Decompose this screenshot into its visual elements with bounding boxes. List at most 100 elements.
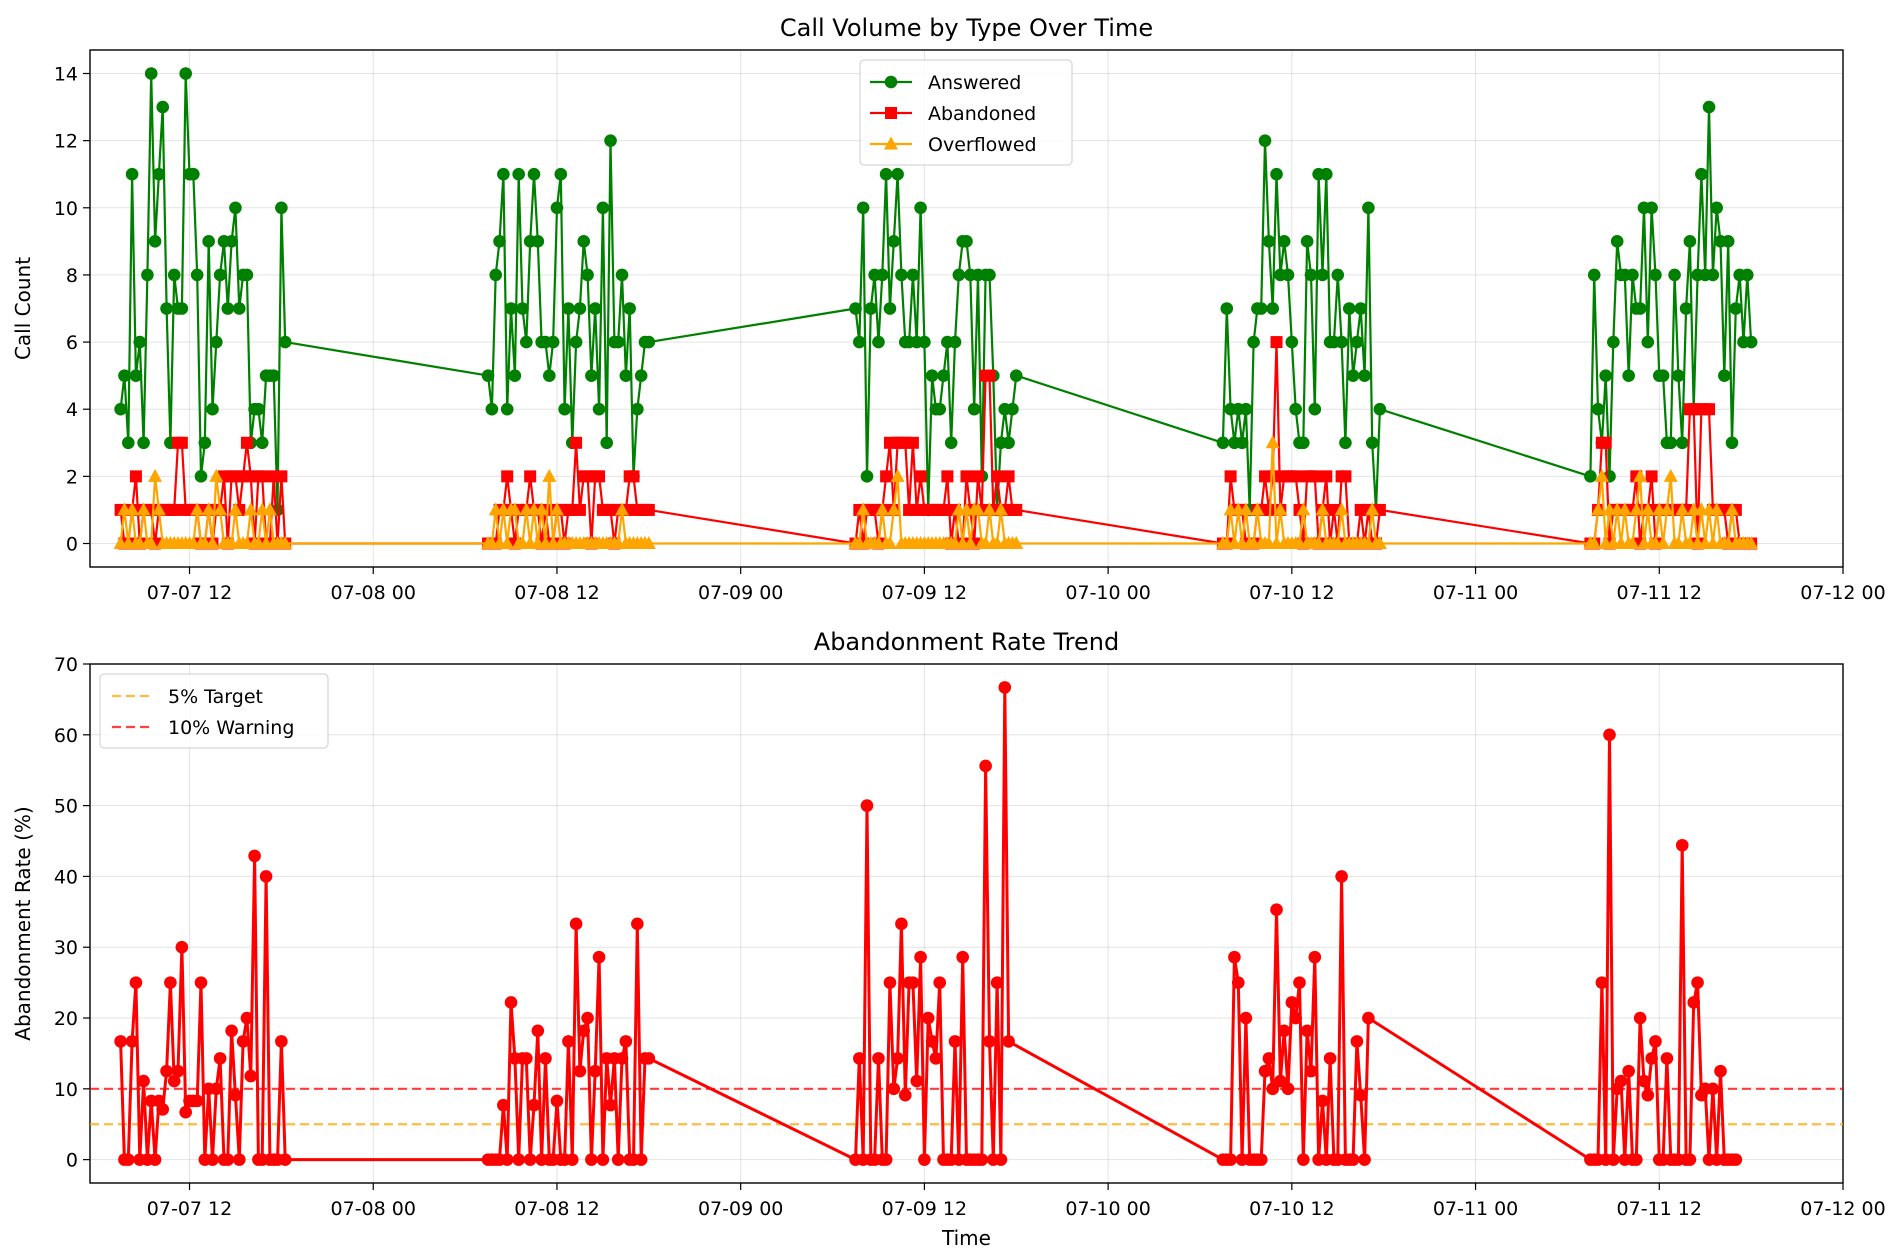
- data-point: [1630, 1153, 1643, 1166]
- data-point: [627, 470, 640, 483]
- x-tick-label: 07-11 00: [1433, 582, 1518, 604]
- data-point: [860, 470, 874, 483]
- data-point: [906, 436, 919, 449]
- data-point: [577, 1024, 591, 1038]
- data-point: [213, 1052, 227, 1065]
- data-point: [1587, 536, 1602, 549]
- data-point: [1595, 976, 1609, 989]
- data-point: [910, 1074, 924, 1088]
- legend-box: [99, 673, 329, 749]
- data-point: [1637, 1074, 1651, 1088]
- legend-marker: [884, 136, 898, 150]
- data-point: [1645, 201, 1658, 215]
- data-point: [1319, 167, 1333, 181]
- data-point: [1334, 502, 1349, 516]
- data-point: [232, 1153, 246, 1166]
- data-point: [523, 1153, 537, 1166]
- data-point: [1335, 870, 1348, 883]
- data-point: [1300, 235, 1314, 248]
- abandonment-rate-chart: 07-07 12 07-08 00 07-08 12 07-09 00 07-09 12…: [11, 628, 1886, 1250]
- x-tick-label: 07-08 12: [514, 1198, 599, 1220]
- data-point: [129, 470, 142, 483]
- data-point: [558, 402, 571, 416]
- legend-marker: [884, 75, 898, 89]
- data-point: [114, 1035, 127, 1048]
- data-point: [1663, 468, 1678, 482]
- data-point: [275, 201, 288, 215]
- x-tick-label: 07-11 00: [1433, 1198, 1518, 1220]
- data-point: [1289, 470, 1302, 483]
- data-point: [611, 1153, 625, 1166]
- x-tick-label: 07-07 12: [147, 582, 232, 604]
- x-tick-label: 07-08 00: [331, 1198, 416, 1220]
- data-point: [198, 436, 212, 450]
- data-point: [1702, 100, 1716, 114]
- data-point: [255, 436, 269, 450]
- data-point: [1718, 369, 1731, 382]
- data-point: [1231, 976, 1245, 989]
- data-point: [179, 1105, 192, 1119]
- data-point: [121, 436, 135, 450]
- data-point: [588, 302, 602, 315]
- data-point: [542, 468, 557, 482]
- data-point: [631, 917, 644, 931]
- data-point: [983, 369, 996, 382]
- data-point: [886, 502, 901, 516]
- data-point: [929, 1052, 943, 1065]
- y-tick-label: 4: [66, 399, 78, 421]
- y-tick-label: 60: [54, 725, 78, 747]
- data-point: [1633, 302, 1647, 315]
- data-point: [171, 1064, 185, 1078]
- data-point: [890, 468, 905, 482]
- data-point: [1262, 235, 1276, 248]
- data-point: [1250, 502, 1265, 516]
- data-point: [1741, 268, 1754, 282]
- data-point: [944, 436, 958, 450]
- data-point: [1625, 536, 1640, 549]
- data-point: [1687, 996, 1701, 1009]
- data-point: [562, 302, 575, 315]
- call-volume-chart: 07-07 12 07-08 00 07-08 12 07-09 00 07-09 12…: [11, 14, 1886, 604]
- data-point: [615, 268, 629, 282]
- data-point: [641, 536, 656, 549]
- y-tick-label: 6: [66, 332, 78, 354]
- data-point: [1729, 302, 1743, 315]
- data-point: [267, 369, 281, 382]
- data-point: [256, 470, 269, 483]
- data-point: [160, 1064, 173, 1078]
- data-point: [1668, 268, 1681, 282]
- data-point: [175, 302, 189, 315]
- data-point: [1216, 436, 1230, 450]
- data-point: [849, 302, 862, 315]
- data-point: [933, 976, 947, 989]
- data-point: [240, 436, 253, 449]
- data-point: [1591, 502, 1606, 516]
- data-point: [604, 134, 617, 147]
- data-point: [500, 1153, 514, 1166]
- data-point: [205, 536, 220, 549]
- data-point: [925, 369, 939, 382]
- data-point: [1675, 502, 1690, 516]
- data-point: [573, 302, 587, 315]
- data-point: [504, 302, 518, 315]
- x-tick-label: 07-11 12: [1617, 582, 1702, 604]
- data-point: [1365, 436, 1379, 450]
- data-point: [531, 235, 545, 248]
- data-point: [967, 402, 981, 416]
- data-point: [1297, 436, 1310, 450]
- data-point: [229, 201, 242, 215]
- data-point: [921, 1011, 935, 1025]
- series-abandonment-rate: [114, 681, 1743, 1166]
- y-tick-label: 2: [66, 466, 78, 488]
- data-point: [175, 940, 189, 954]
- data-point: [1744, 335, 1758, 349]
- data-point: [1675, 436, 1689, 450]
- data-point: [194, 470, 208, 483]
- data-point: [880, 470, 893, 483]
- data-point: [948, 335, 962, 349]
- data-point: [1316, 1094, 1329, 1108]
- data-point: [600, 436, 614, 450]
- data-point: [872, 1052, 885, 1065]
- data-point: [918, 1153, 931, 1166]
- data-point: [133, 335, 147, 349]
